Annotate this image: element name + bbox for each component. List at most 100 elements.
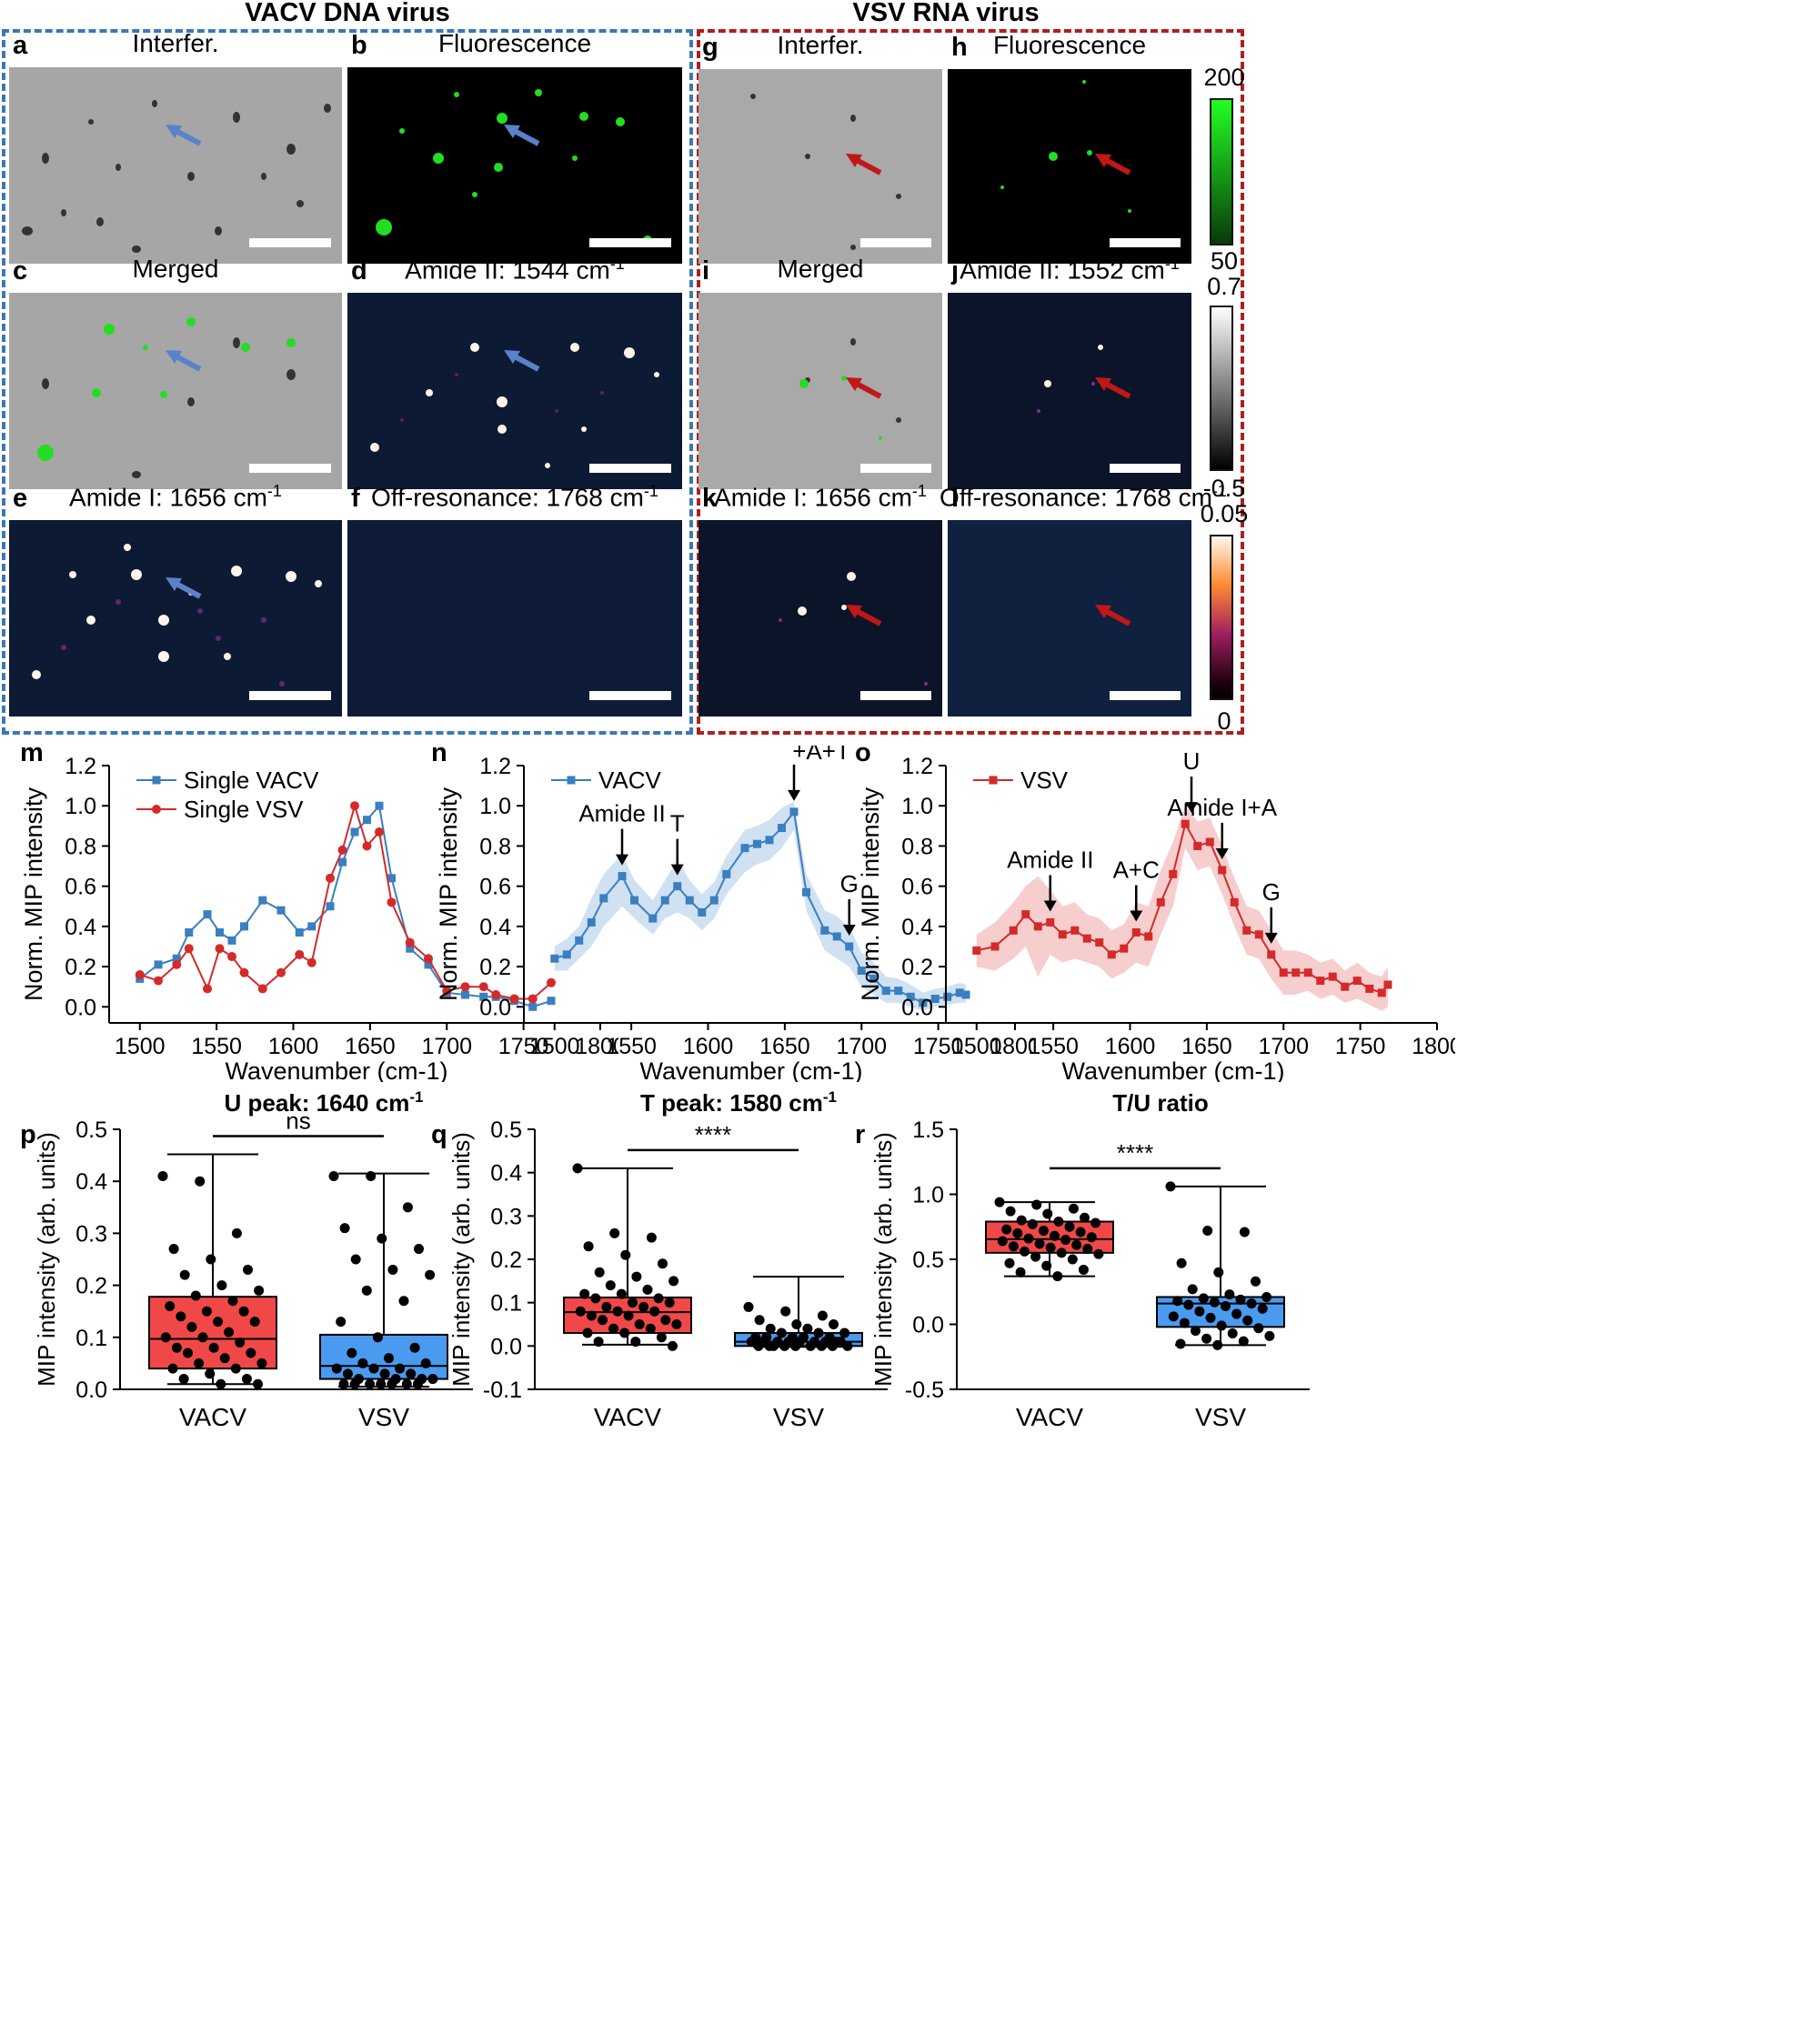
y-tick-label: 1.5 [912,1117,944,1143]
data-point [631,1271,642,1282]
data-point [387,874,396,883]
x-axis-label: Wavenumber (cm-1) [639,1057,862,1082]
mip-spots [1037,345,1103,413]
data-point [1120,944,1129,953]
y-axis-label: MIP intensity (arb. units) [33,1132,60,1387]
x-tick-label: VSV [773,1403,824,1431]
annotation-label: G [840,870,859,897]
interference-texture [22,100,331,253]
data-point [194,1358,205,1368]
y-tick-label: 0.6 [479,875,511,900]
mip-image [698,520,942,716]
data-point [1067,1254,1078,1265]
data-point [1209,1297,1220,1308]
data-point [906,992,915,1001]
y-tick-label: 0.2 [479,955,511,980]
data-point [1246,1298,1257,1309]
data-point [646,1232,657,1243]
data-point [168,1244,179,1255]
data-point [1235,1294,1246,1305]
y-tick-label: 1.2 [901,754,933,779]
legend-marker [567,776,576,785]
data-point [1058,930,1067,939]
data-point [349,1378,360,1389]
data-point [442,986,452,996]
panel-letter: f [351,484,360,513]
data-point [845,942,854,951]
data-point [638,1301,649,1312]
y-tick-label: 0.6 [65,875,96,900]
data-point [547,997,556,1006]
arrow-icon [164,575,204,602]
data-point [154,960,163,969]
data-point [593,1337,604,1348]
x-axis-label: Wavenumber (cm-1) [225,1057,447,1082]
x-tick-label: 1750 [498,1034,549,1059]
data-point [894,987,903,996]
data-point [363,816,371,825]
x-tick-label: 1600 [268,1034,319,1059]
data-point [1168,1311,1179,1322]
data-point [342,1368,353,1379]
data-point [157,1170,168,1181]
y-tick-label: 0.5 [912,1247,944,1273]
data-point [587,917,596,927]
data-point [1365,984,1374,993]
panel-title: Amide II: 1552 cm-1 [948,255,1191,285]
data-point [203,984,212,994]
data-point [930,994,940,1003]
arrow-icon [502,347,542,375]
y-tick-label: 0.6 [901,875,933,900]
y-tick-label: 0.5 [75,1117,107,1143]
legend-marker [152,805,161,814]
data-point [776,1328,787,1338]
data-point [1218,866,1227,875]
data-point [215,944,225,954]
scale-bar [249,691,331,700]
panel-title: Fluorescence [437,29,592,57]
data-point [620,1249,631,1260]
data-point [630,896,638,905]
panel-letter: b [351,31,367,60]
scale-bar [249,464,331,473]
panel-title: Amide I: 1656 cm-1 [9,482,342,512]
annotation-label: U [1183,747,1201,775]
data-point [1064,1221,1075,1232]
annotation-label: A+C [1113,857,1160,884]
data-point [240,922,248,931]
data-point [1202,1226,1213,1237]
panel-title: Fluorescence [992,31,1147,59]
data-point [1016,1215,1027,1226]
x-tick-label: VSV [358,1403,409,1431]
x-tick-label: 1550 [1028,1034,1079,1059]
data-point [372,1332,383,1343]
vsv-group-title: VSV RNA virus [852,0,1040,27]
data-point [1316,977,1325,986]
data-point [1031,1199,1042,1210]
data-point [406,944,415,953]
panel-i: i Merged [698,255,942,489]
x-tick-label: 1650 [345,1034,396,1059]
data-point [1027,1218,1038,1229]
data-point [395,1363,406,1374]
data-point [547,977,556,987]
y-axis-label: Norm. MIP intensity [435,787,462,1001]
data-point [1257,1303,1268,1314]
data-point [249,1317,260,1328]
data-point [1169,869,1178,878]
data-point [764,1340,775,1351]
data-point [347,1348,357,1358]
data-point [813,1328,824,1338]
data-point [779,1340,790,1351]
chart-q: T peak: 1580 cm-1 -0.1 0.0 0.1 0.2 0.3 0.4 0.5 M… [447,1088,888,1431]
data-point [420,1358,431,1368]
y-tick-label: 1.2 [479,754,511,779]
data-point [805,1340,816,1351]
annotation-label: G [1262,878,1281,906]
y-tick-label: 0.2 [65,955,96,980]
data-point [256,1358,267,1368]
data-point [1341,982,1350,991]
arrow-icon [844,375,884,402]
data-point [1251,1276,1261,1287]
